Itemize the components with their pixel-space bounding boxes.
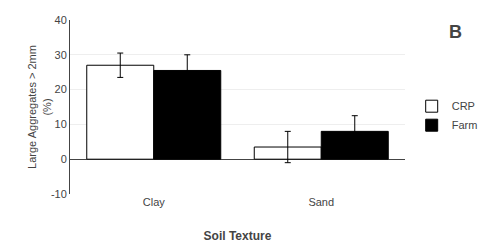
svg-text:20: 20 — [55, 83, 67, 95]
svg-text:Farm: Farm — [452, 119, 478, 131]
svg-text:Clay: Clay — [143, 196, 166, 208]
svg-text:0: 0 — [61, 153, 67, 165]
svg-text:Soil Texture: Soil Texture — [204, 229, 272, 243]
svg-text:40: 40 — [55, 14, 67, 26]
svg-text:CRP: CRP — [452, 100, 475, 112]
svg-text:30: 30 — [55, 49, 67, 61]
svg-text:B: B — [449, 22, 462, 42]
svg-text:10: 10 — [55, 118, 67, 130]
svg-text:Large Aggregates > 2mm(%): Large Aggregates > 2mm(%) — [26, 45, 52, 169]
svg-text:-10: -10 — [51, 188, 67, 200]
svg-text:Sand: Sand — [308, 196, 334, 208]
